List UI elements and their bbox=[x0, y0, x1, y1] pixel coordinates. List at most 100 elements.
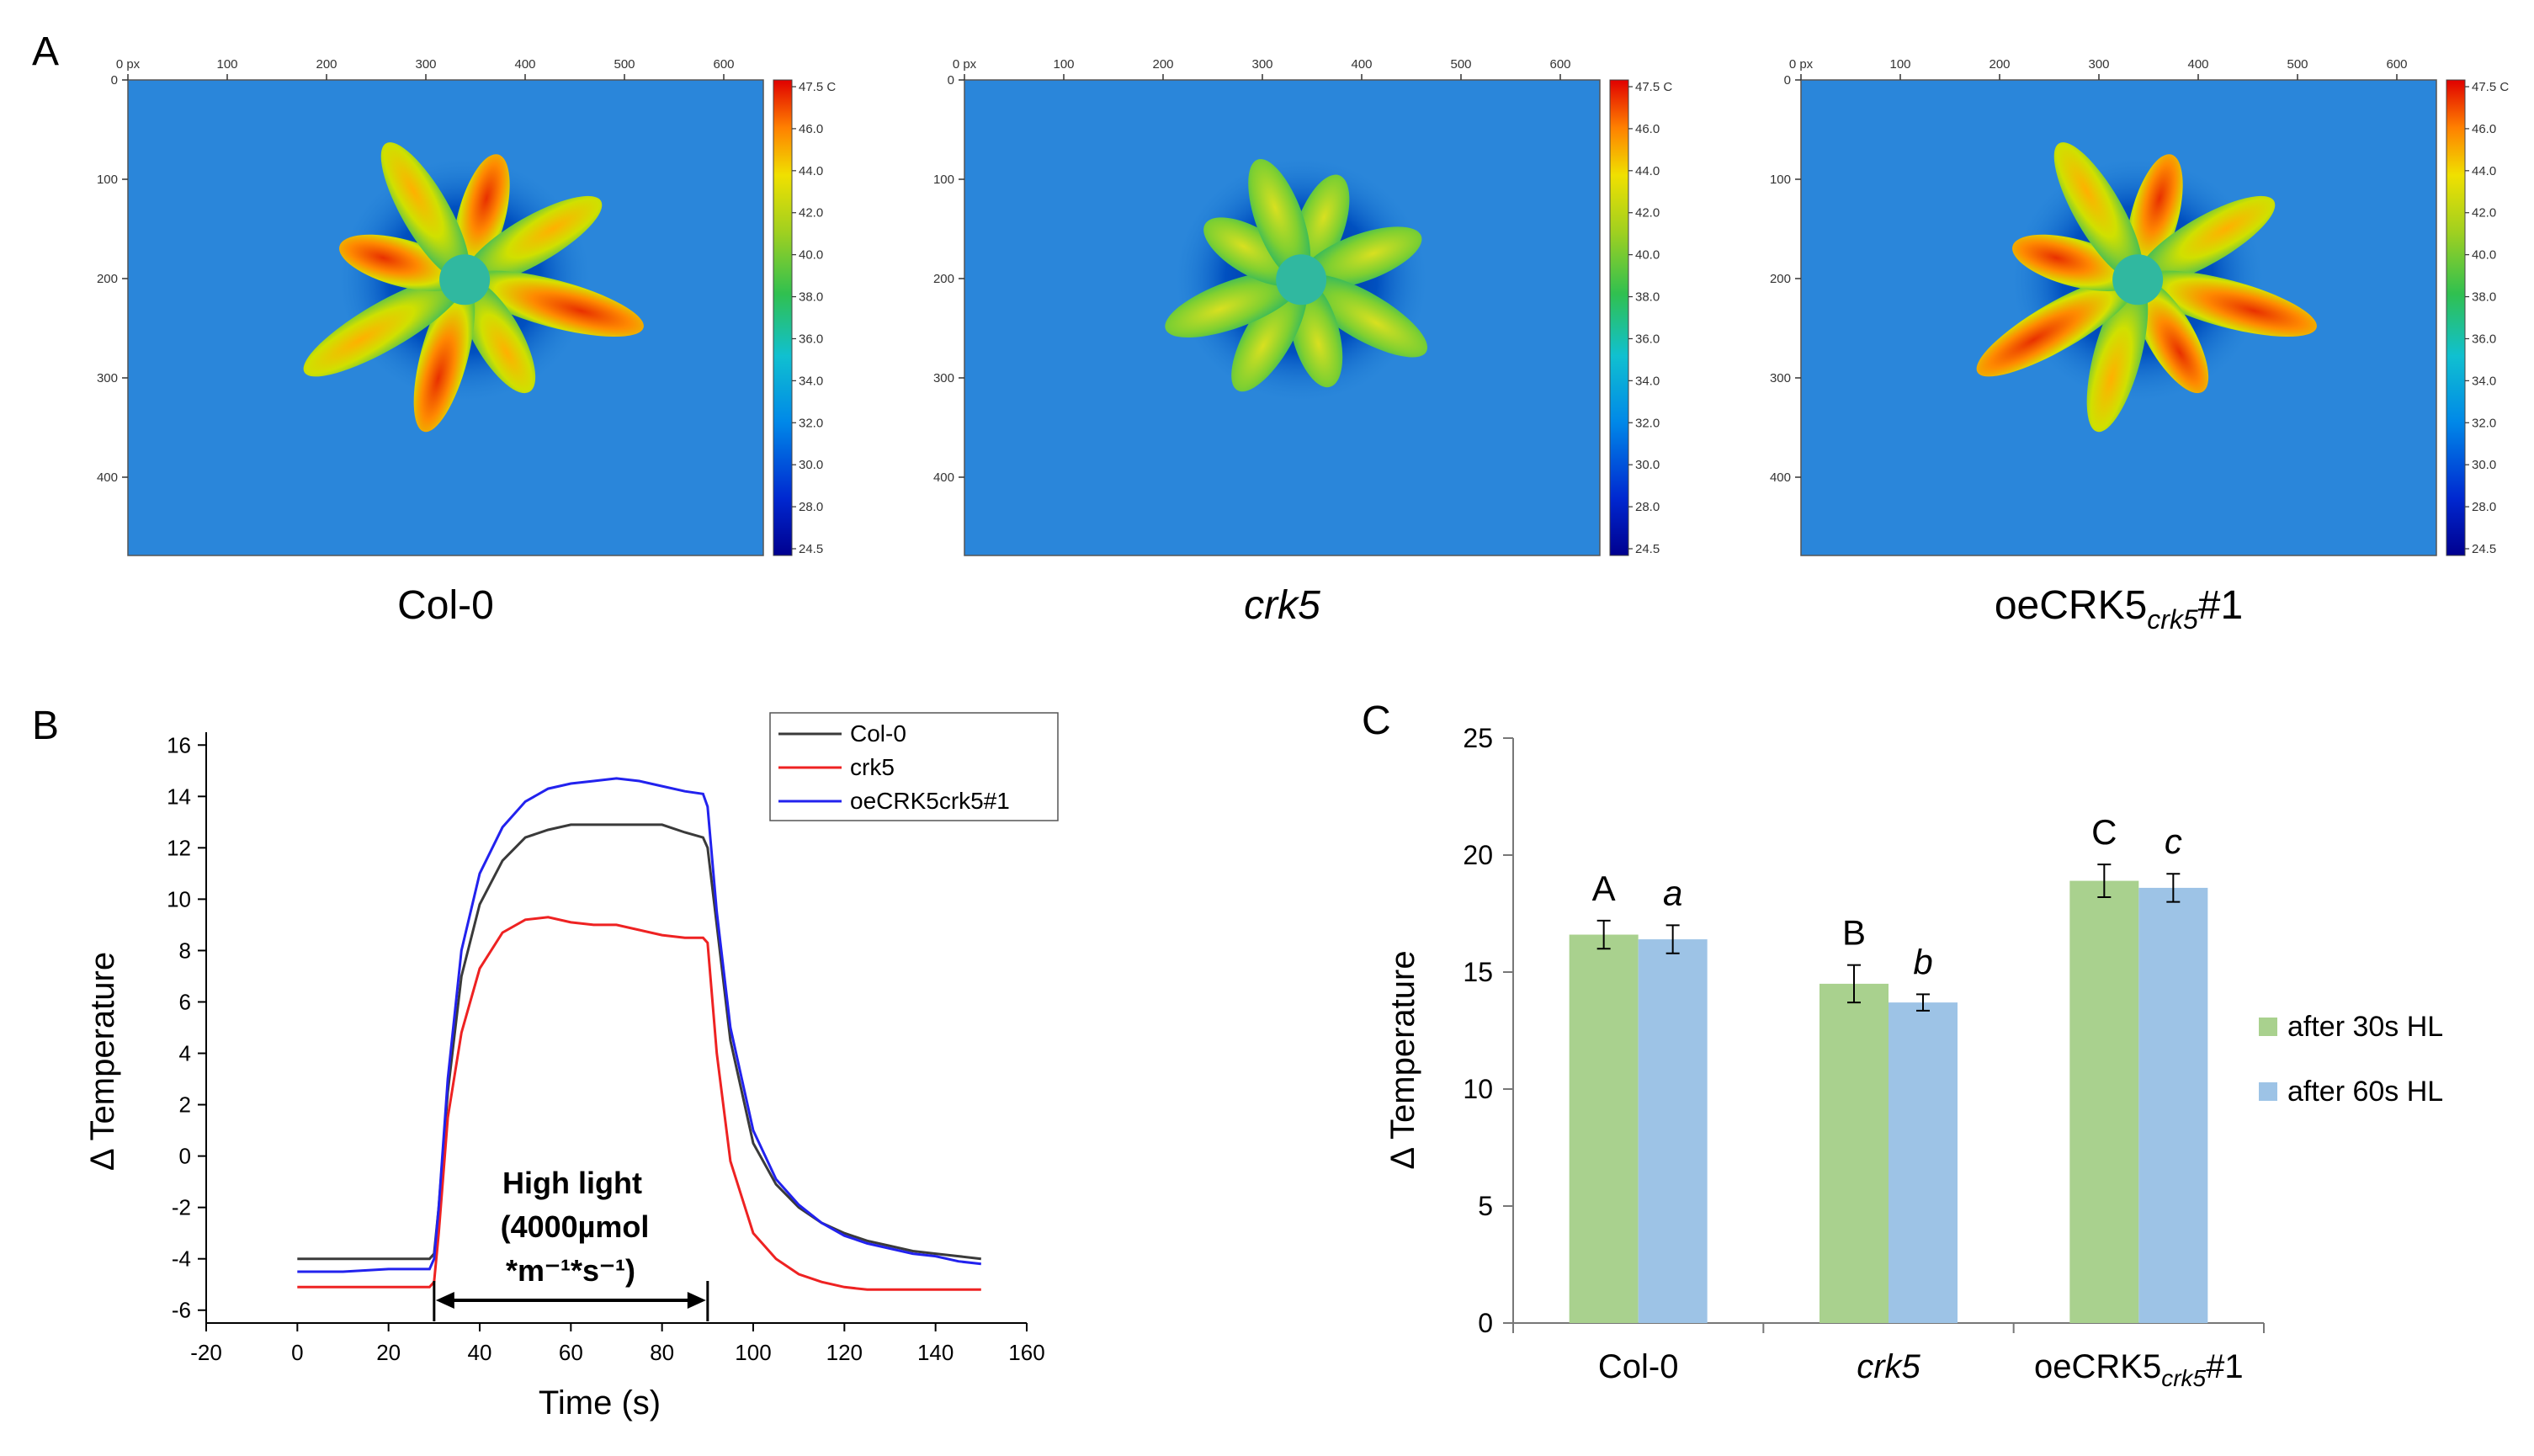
y-tick-label: 400 bbox=[97, 470, 118, 485]
x-tick-label: 20 bbox=[376, 1340, 401, 1365]
colorbar bbox=[773, 79, 793, 556]
colorbar-tick-label: 28.0 bbox=[2472, 500, 2496, 514]
bar-2 bbox=[1889, 1002, 1958, 1323]
high-light-annotation: High light (4000µmol *m⁻¹*s⁻¹) bbox=[433, 1166, 709, 1321]
colorbar-tick-label: 46.0 bbox=[1635, 122, 1660, 136]
leaf bbox=[380, 142, 470, 281]
leaf bbox=[2012, 234, 2138, 291]
y-tick-label: 100 bbox=[97, 173, 118, 187]
y-tick-label: -4 bbox=[172, 1246, 191, 1272]
x-tick-label: 100 bbox=[1889, 57, 1910, 72]
x-tick-label: 0 px bbox=[953, 57, 977, 72]
y-tick-label: 100 bbox=[1770, 173, 1791, 187]
colorbar-tick-label: 46.0 bbox=[2472, 122, 2496, 136]
bar-2 bbox=[2138, 887, 2208, 1323]
y-tick-label: 400 bbox=[933, 470, 954, 485]
x-tick-label: 400 bbox=[2187, 57, 2208, 72]
colorbar-tick-label: 28.0 bbox=[1635, 500, 1660, 514]
category-label-main: Col-0 bbox=[1598, 1348, 1679, 1385]
colorbar-tick-label: 47.5 C bbox=[799, 80, 836, 94]
colorbar-tick-label: 28.0 bbox=[799, 500, 823, 514]
y-tick-label: 0 bbox=[111, 73, 118, 88]
colorbar-tick-label: 30.0 bbox=[2472, 458, 2496, 472]
legend-label: after 30s HL bbox=[2287, 1011, 2443, 1043]
category-label-subscript: crk5 bbox=[2161, 1365, 2206, 1391]
y-tick-label: 200 bbox=[97, 272, 118, 286]
leaf bbox=[463, 195, 603, 285]
y-tick-label: 300 bbox=[1770, 371, 1791, 385]
colorbar bbox=[2446, 79, 2466, 556]
legend-label: after 60s HL bbox=[2287, 1076, 2443, 1108]
thermal-image-2: 0 px 100 200 300 400 500 600 0 100 200 300 400 47.5 … bbox=[933, 57, 1672, 628]
y-tick-label: 2 bbox=[179, 1092, 191, 1118]
x-tick-label: 0 bbox=[291, 1340, 303, 1365]
colorbar-tick-label: 36.0 bbox=[799, 332, 823, 346]
colorbar-tick-label: 40.0 bbox=[1635, 248, 1660, 263]
colorbar-tick-label: 32.0 bbox=[1635, 416, 1660, 430]
colorbar-tick-label: 47.5 C bbox=[2472, 80, 2509, 94]
y-tick-label: 400 bbox=[1770, 470, 1791, 485]
leaf bbox=[1231, 278, 1308, 392]
caption-suffix: #1 bbox=[2198, 583, 2243, 628]
leaf bbox=[1300, 226, 1422, 290]
legend-label: Col-0 bbox=[850, 720, 906, 747]
y-tick-label: 300 bbox=[97, 371, 118, 385]
y-tick-label: 8 bbox=[179, 938, 191, 963]
y-tick-label: 12 bbox=[167, 835, 191, 860]
leaf bbox=[2086, 279, 2149, 433]
image-caption: crk5 bbox=[1244, 583, 1320, 628]
significance-letter: b bbox=[1913, 942, 1932, 981]
y-tick-label: 5 bbox=[1478, 1191, 1493, 1221]
x-tick-label: 200 bbox=[1989, 57, 2010, 72]
significance-letter: C bbox=[2091, 812, 2117, 852]
colorbar-tick-label: 24.5 bbox=[1635, 542, 1660, 556]
y-tick-label: 15 bbox=[1463, 957, 1493, 987]
y-tick-label: 200 bbox=[1770, 272, 1791, 286]
x-tick-label: 300 bbox=[1251, 57, 1272, 72]
x-tick-label: 300 bbox=[415, 57, 436, 72]
y-tick-label: 20 bbox=[1463, 840, 1493, 870]
colorbar-tick-label: 24.5 bbox=[2472, 542, 2496, 556]
colorbar-tick-label: 46.0 bbox=[799, 122, 823, 136]
y-tick-label: 4 bbox=[179, 1041, 191, 1066]
x-tick-label: 400 bbox=[514, 57, 535, 72]
leaf bbox=[459, 278, 536, 394]
colorbar-tick-label: 32.0 bbox=[2472, 416, 2496, 430]
x-tick-label: 40 bbox=[468, 1340, 492, 1365]
leaf bbox=[1976, 275, 2139, 377]
thermal-image-frame bbox=[1800, 79, 2437, 556]
x-tick-label: 100 bbox=[1053, 57, 1074, 72]
colorbar-tick-label: 30.0 bbox=[799, 458, 823, 472]
x-tick-label: 140 bbox=[917, 1340, 954, 1365]
x-tick-label: 100 bbox=[216, 57, 237, 72]
image-caption: oeCRK5crk5#1 bbox=[1995, 583, 2243, 635]
y-tick-label: -2 bbox=[172, 1195, 191, 1220]
y-tick-label: 300 bbox=[933, 371, 954, 385]
category-label: Col-0 bbox=[1598, 1348, 1679, 1385]
colorbar-tick-label: 34.0 bbox=[1635, 374, 1660, 388]
caption-main: oeCRK5 bbox=[1995, 583, 2147, 628]
colorbar-tick-label: 38.0 bbox=[799, 290, 823, 305]
significance-letter: B bbox=[1842, 913, 1866, 953]
colorbar-tick-label: 36.0 bbox=[1635, 332, 1660, 346]
leaf bbox=[2137, 270, 2317, 337]
leaf bbox=[453, 154, 510, 280]
y-tick-label: 14 bbox=[167, 784, 191, 809]
colorbar-tick-label: 34.0 bbox=[2472, 374, 2496, 388]
bar-1 bbox=[1569, 934, 1639, 1323]
leaf bbox=[1248, 159, 1311, 280]
y-tick-label: 0 bbox=[1784, 73, 1791, 88]
y-tick-label: -6 bbox=[172, 1298, 191, 1323]
y-tick-label: 0 bbox=[948, 73, 954, 88]
x-tick-label: 400 bbox=[1351, 57, 1372, 72]
arrow-head-left bbox=[435, 1292, 454, 1309]
category-label: crk5 bbox=[1857, 1348, 1920, 1385]
leaf bbox=[2053, 142, 2144, 281]
x-tick-label: 600 bbox=[2386, 57, 2407, 72]
category-label: oeCRK5crk5#1 bbox=[2034, 1348, 2244, 1391]
leaf bbox=[1299, 274, 1428, 358]
bar-1 bbox=[2069, 880, 2139, 1323]
y-axis-label: Δ Temperature bbox=[84, 952, 121, 1171]
x-tick-label: 160 bbox=[1008, 1340, 1044, 1365]
x-tick-label: 80 bbox=[650, 1340, 674, 1365]
